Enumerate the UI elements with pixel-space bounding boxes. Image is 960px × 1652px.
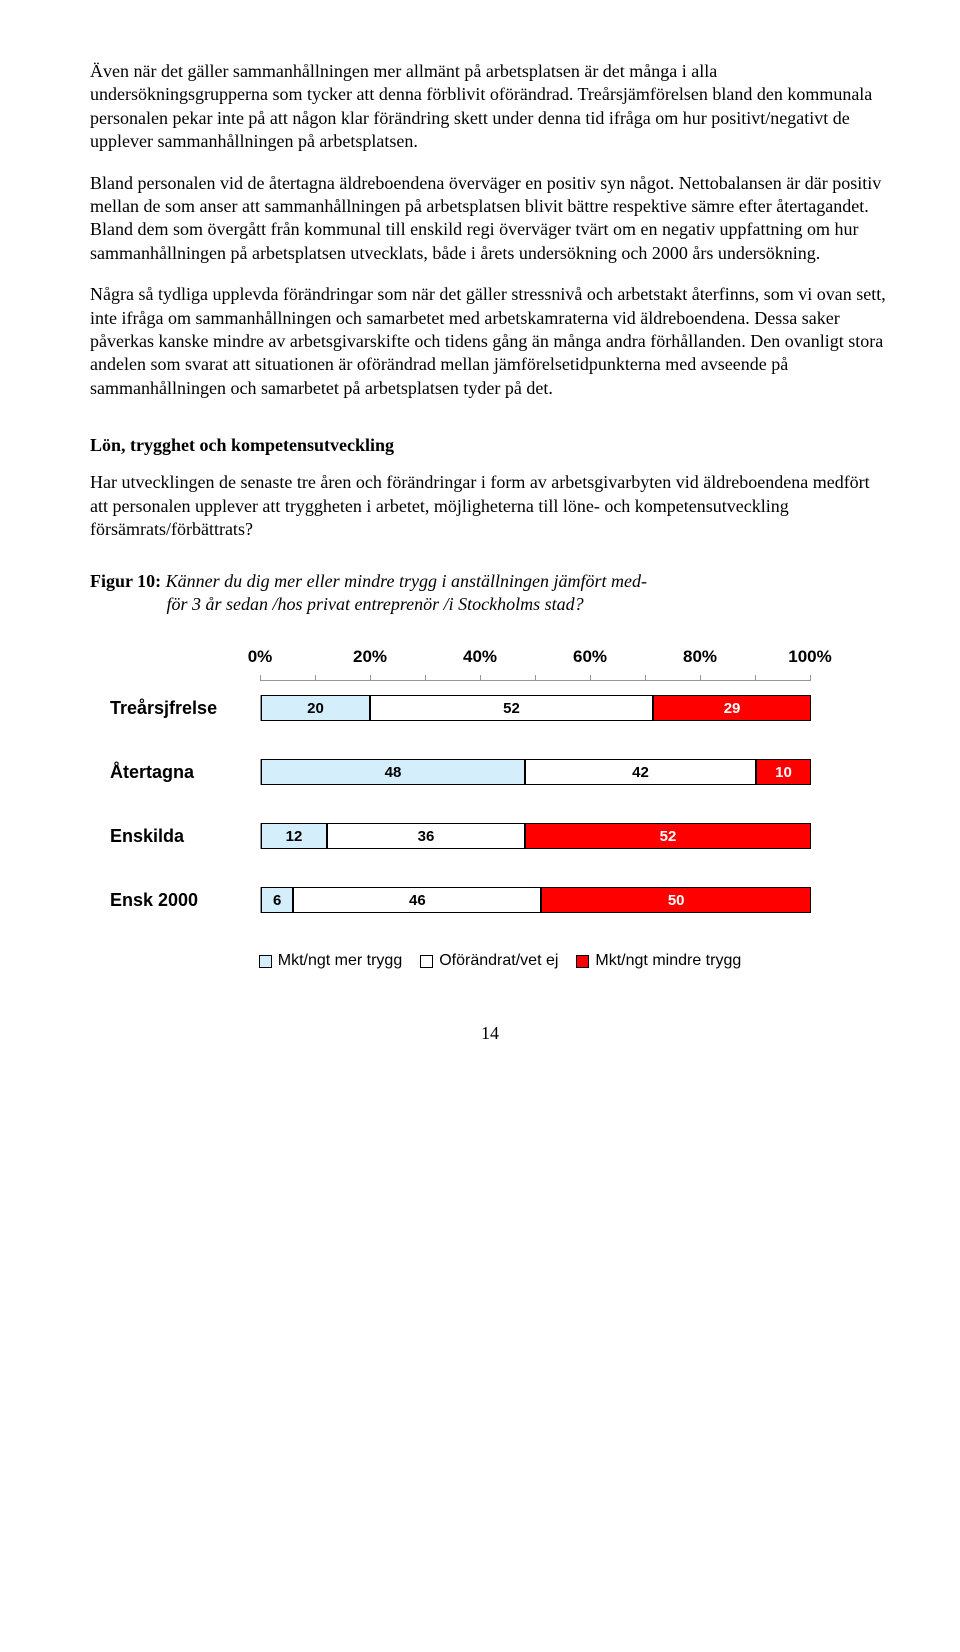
bar-category-label: Återtagna [110,761,260,784]
body-paragraph: Några så tydliga upplevda förändringar s… [90,283,890,400]
figure-number: Figur 10: [90,571,161,591]
bar-row: Återtagna484210 [110,759,890,785]
axis-tick-label: 60% [573,646,607,668]
bar-segment: 36 [327,823,525,849]
legend-label: Mkt/ngt mindre trygg [595,951,741,972]
legend-label: Mkt/ngt mer trygg [278,951,402,972]
bar-track: 205229 [260,695,811,721]
bar-segment: 42 [525,759,756,785]
bar-category-label: Treårsjfrelse [110,697,260,720]
legend-item: Mkt/ngt mer trygg [259,951,402,972]
legend-item: Oförändrat/vet ej [420,951,558,972]
axis-tick-mark [810,675,811,681]
bar-segment: 50 [541,887,811,913]
figure-caption: Figur 10: Känner du dig mer eller mindre… [90,570,890,617]
bar-track: 484210 [260,759,811,785]
bar-segment: 10 [756,759,811,785]
axis-tick-mark [370,675,371,681]
body-paragraph: Även när det gäller sammanhållningen mer… [90,60,890,154]
bar-chart: 0%20%40%60%80%100% Treårsjfrelse205229Åt… [110,646,890,972]
axis-tick-mark [590,675,591,681]
section-heading: Lön, trygghet och kompetensutveckling [90,434,890,457]
axis-tick-mark [480,675,481,681]
axis-tick-mark [700,675,701,681]
bar-segment: 52 [370,695,653,721]
figure-caption-text: för 3 år sedan /hos privat entreprenör /… [167,594,584,614]
axis-tick-mark [425,675,426,681]
bar-segment: 6 [261,887,293,913]
chart-legend: Mkt/ngt mer trygg Oförändrat/vet ej Mkt/ng… [110,951,890,972]
bar-segment: 46 [293,887,541,913]
bar-segment: 20 [261,695,370,721]
bar-category-label: Ensk 2000 [110,889,260,912]
axis-tick-mark [260,675,261,681]
legend-item: Mkt/ngt mindre trygg [576,951,741,972]
axis-tick-label: 40% [463,646,497,668]
axis-tick-label: 20% [353,646,387,668]
body-paragraph: Bland personalen vid de återtagna äldreb… [90,172,890,266]
bar-category-label: Enskilda [110,825,260,848]
x-axis-labels: 0% 20% 40% 60% 80% 100% [110,646,890,674]
axis-tick-label: 0% [248,646,273,668]
legend-swatch [259,955,272,968]
axis-tick-label: 80% [683,646,717,668]
bar-track: 123652 [260,823,811,849]
legend-swatch [576,955,589,968]
bar-segment: 29 [653,695,811,721]
x-axis-line [110,680,890,695]
bar-row: Ensk 200064650 [110,887,890,913]
axis-tick-mark [315,675,316,681]
bar-row: Enskilda123652 [110,823,890,849]
legend-label: Oförändrat/vet ej [439,951,558,972]
axis-tick-mark [755,675,756,681]
bar-segment: 12 [261,823,327,849]
page-number: 14 [90,1022,890,1045]
body-paragraph: Har utvecklingen de senaste tre åren och… [90,471,890,541]
bar-track: 64650 [260,887,811,913]
bar-segment: 52 [525,823,811,849]
axis-tick-mark [535,675,536,681]
axis-tick-mark [645,675,646,681]
figure-caption-text: Känner du dig mer eller mindre trygg i a… [166,571,647,591]
bar-row: Treårsjfrelse205229 [110,695,890,721]
legend-swatch [420,955,433,968]
bar-segment: 48 [261,759,525,785]
axis-tick-label: 100% [788,646,831,668]
